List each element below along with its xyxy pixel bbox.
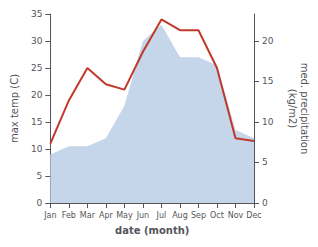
svg-text:20: 20 — [262, 36, 274, 46]
svg-text:10: 10 — [31, 144, 43, 154]
svg-text:15: 15 — [31, 117, 42, 127]
svg-text:Oct: Oct — [210, 211, 224, 220]
svg-text:25: 25 — [31, 63, 42, 73]
svg-text:5: 5 — [262, 157, 268, 167]
svg-text:Dec: Dec — [246, 211, 261, 220]
svg-text:10: 10 — [262, 117, 274, 127]
svg-text:15: 15 — [262, 76, 273, 86]
svg-text:max temp (C): max temp (C) — [9, 74, 20, 143]
svg-text:Jun: Jun — [136, 211, 150, 220]
svg-text:0: 0 — [262, 198, 268, 208]
svg-text:35: 35 — [31, 9, 42, 19]
svg-text:date (month): date (month) — [115, 225, 189, 236]
svg-text:May: May — [116, 211, 133, 220]
svg-text:5: 5 — [37, 171, 43, 181]
svg-text:med. precipitation: med. precipitation — [299, 63, 310, 155]
svg-text:Mar: Mar — [80, 211, 96, 220]
svg-text:0: 0 — [37, 198, 43, 208]
svg-text:(kg/m2): (kg/m2) — [287, 89, 298, 129]
svg-text:Apr: Apr — [99, 211, 114, 220]
svg-text:Aug: Aug — [172, 211, 188, 220]
svg-text:30: 30 — [31, 36, 43, 46]
svg-text:Sep: Sep — [191, 211, 206, 220]
svg-text:20: 20 — [31, 90, 43, 100]
svg-text:Feb: Feb — [62, 211, 76, 220]
svg-text:Jan: Jan — [43, 211, 56, 220]
svg-text:Jul: Jul — [156, 211, 167, 220]
svg-text:Nov: Nov — [228, 211, 244, 220]
